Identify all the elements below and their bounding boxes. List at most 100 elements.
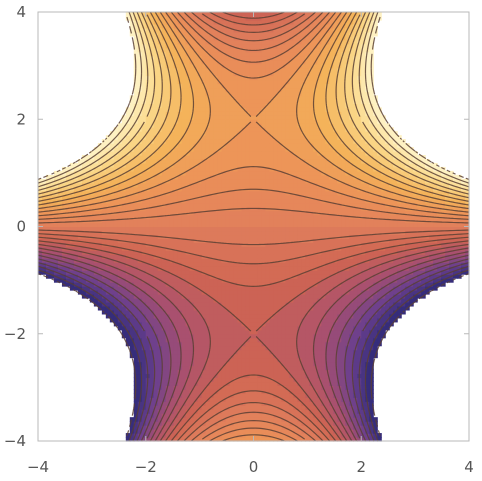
contour-cell — [161, 143, 167, 148]
contour-cell — [225, 230, 231, 236]
contour-cell — [149, 143, 155, 148]
contour-cell — [57, 278, 63, 283]
contour-cell — [53, 226, 59, 232]
contour-cell — [145, 19, 151, 25]
contour-cell — [253, 190, 259, 196]
contour-cell — [157, 12, 163, 17]
contour-cell — [193, 194, 199, 200]
contour-cell — [125, 218, 131, 224]
contour-cell — [193, 166, 199, 172]
contour-cell — [141, 226, 147, 232]
contour-cell — [261, 361, 267, 367]
contour-cell — [221, 27, 227, 33]
contour-cell — [177, 63, 183, 69]
contour-cell — [253, 174, 259, 180]
contour-cell — [153, 206, 159, 212]
contour-cell — [249, 373, 255, 379]
contour-cell — [261, 417, 267, 422]
contour-cell — [137, 222, 143, 228]
contour-cell — [173, 214, 179, 220]
contour-cell — [245, 353, 251, 359]
contour-cell — [173, 294, 179, 299]
contour-cell — [277, 107, 283, 112]
contour-cell — [49, 230, 55, 236]
contour-cell — [129, 226, 135, 232]
contour-cell — [137, 178, 143, 184]
contour-cell — [157, 317, 163, 323]
contour-cell — [197, 139, 203, 144]
contour-cell — [221, 301, 227, 307]
contour-cell — [197, 258, 203, 263]
contour-cell — [173, 162, 179, 168]
contour-cell — [177, 67, 183, 73]
contour-cell — [213, 333, 219, 339]
contour-cell — [177, 425, 183, 430]
contour-cell — [281, 254, 287, 259]
contour-cell — [261, 151, 267, 156]
contour-cell — [93, 226, 99, 232]
contour-cell — [65, 234, 71, 240]
contour-cell — [209, 286, 215, 291]
contour-cell — [233, 170, 239, 176]
contour-cell — [281, 409, 287, 414]
contour-cell — [117, 325, 123, 331]
contour-cell — [201, 278, 207, 283]
contour-cell — [125, 186, 131, 192]
contour-cell — [265, 246, 271, 251]
contour-cell — [141, 111, 147, 116]
contour-cell — [273, 385, 279, 390]
contour-cell — [173, 361, 179, 367]
contour-cell — [273, 63, 279, 69]
contour-cell — [205, 369, 211, 375]
contour-cell — [265, 298, 271, 303]
contour-cell — [245, 274, 251, 279]
contour-cell — [165, 325, 171, 331]
contour-cell — [261, 325, 267, 331]
contour-cell — [177, 143, 183, 148]
contour-cell — [189, 421, 195, 426]
contour-cell — [185, 23, 191, 29]
contour-cell — [113, 198, 119, 204]
contour-cell — [161, 278, 167, 283]
contour-cell — [229, 123, 235, 128]
contour-cell — [177, 226, 183, 232]
contour-cell — [129, 194, 135, 200]
contour-cell — [213, 254, 219, 259]
contour-cell — [225, 337, 231, 343]
contour-cell — [277, 75, 283, 81]
contour-cell — [237, 75, 243, 81]
contour-cell — [229, 437, 235, 442]
contour-cell — [145, 298, 151, 303]
contour-cell — [185, 290, 191, 295]
contour-cell — [125, 194, 131, 200]
contour-cell — [237, 250, 243, 255]
contour-cell — [201, 135, 207, 140]
contour-cell — [225, 55, 231, 61]
contour-cell — [273, 91, 279, 97]
contour-cell — [38, 262, 43, 267]
contour-cell — [49, 218, 55, 224]
contour-cell — [145, 51, 151, 57]
contour-cell — [101, 290, 107, 295]
contour-cell — [165, 429, 171, 434]
contour-cell — [177, 35, 183, 41]
contour-cell — [157, 286, 163, 291]
contour-cell — [241, 15, 247, 21]
contour-cell — [149, 373, 155, 379]
contour-cell — [85, 178, 91, 184]
contour-cell — [181, 429, 187, 434]
contour-cell — [269, 91, 275, 97]
contour-cell — [65, 254, 71, 259]
contour-cell — [225, 222, 231, 228]
contour-cell — [229, 294, 235, 299]
contour-cell — [165, 206, 171, 212]
contour-cell — [281, 218, 287, 224]
contour-cell — [141, 131, 147, 136]
contour-cell — [241, 345, 247, 351]
contour-cell — [213, 103, 219, 108]
contour-cell — [265, 218, 271, 224]
contour-cell — [169, 234, 175, 240]
contour-cell — [89, 158, 95, 164]
contour-cell — [233, 258, 239, 263]
contour-cell — [253, 51, 259, 57]
